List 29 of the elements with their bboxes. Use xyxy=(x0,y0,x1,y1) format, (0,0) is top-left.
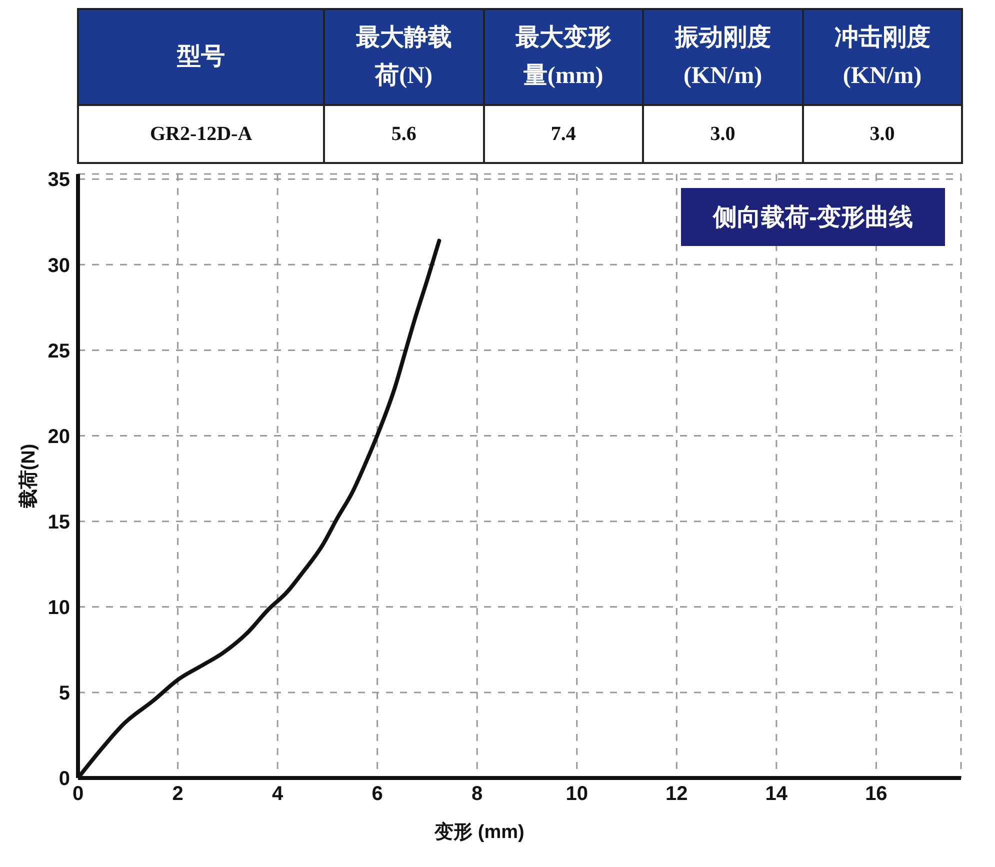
text: 最大变形量(mm) xyxy=(514,23,612,91)
y-tick-label: 15 xyxy=(48,511,70,534)
y-tick-label: 30 xyxy=(48,254,70,277)
text: 最大静载荷(N) xyxy=(354,24,453,91)
text: 3.0 xyxy=(868,122,896,147)
y-tick-label: 25 xyxy=(48,340,70,362)
x-tick-label: 2 xyxy=(172,783,184,806)
y-tick-label: 5 xyxy=(58,682,70,705)
y-tick-label: 35 xyxy=(48,169,70,192)
x-tick-label: 14 xyxy=(765,783,788,806)
y-tick-label: 0 xyxy=(58,768,70,790)
text: 5.6 xyxy=(390,122,418,147)
text: 7.4 xyxy=(550,122,577,147)
x-tick-label: 12 xyxy=(666,783,688,806)
y-tick-label: 10 xyxy=(48,596,70,619)
text: 型号 xyxy=(176,42,226,72)
x-tick-label: 16 xyxy=(865,783,888,806)
text: 侧向载荷-变形曲线 xyxy=(681,188,945,246)
x-tick-label: 4 xyxy=(272,783,284,806)
x-tick-label: 8 xyxy=(472,783,483,806)
y-axis-title: 载荷(N) xyxy=(18,444,40,510)
text: GR2-12D-A xyxy=(148,122,254,147)
x-tick-label: 6 xyxy=(372,783,383,806)
text: 振动刚度(KN/m) xyxy=(674,23,772,91)
text: 冲击刚度(KN/m) xyxy=(833,23,932,91)
x-tick-label: 10 xyxy=(566,783,588,806)
x-axis-title: 变形 (mm) xyxy=(434,821,524,843)
y-tick-label: 20 xyxy=(48,426,70,448)
text: 3.0 xyxy=(709,122,736,147)
